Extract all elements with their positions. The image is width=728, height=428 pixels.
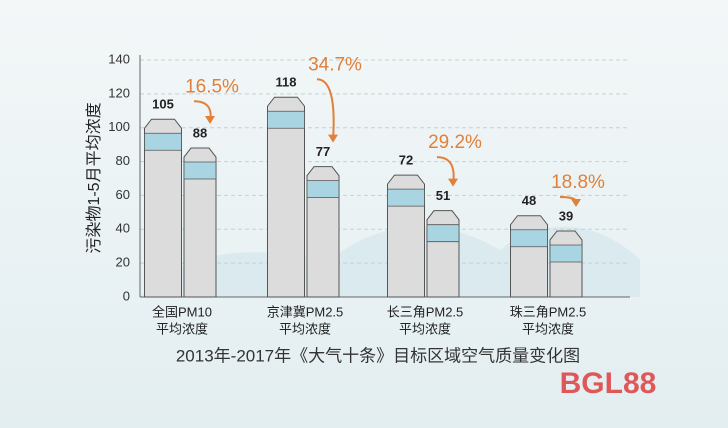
- bar-band: [387, 188, 425, 207]
- bar-band: [549, 244, 583, 263]
- bar-band: [426, 224, 460, 243]
- watermark: BGL88: [560, 367, 657, 400]
- value-label: 88: [193, 125, 207, 140]
- y-tick-label: 0: [123, 288, 130, 303]
- arrow-head: [328, 134, 338, 143]
- x-tick-label: 京津冀PM2.5: [267, 304, 344, 319]
- y-tick-label: 100: [108, 119, 130, 134]
- x-tick-label: 长三角PM2.5: [387, 304, 464, 319]
- bar: [144, 118, 182, 298]
- arrow-head: [205, 116, 215, 125]
- bar: [306, 166, 340, 298]
- value-label: 77: [316, 144, 330, 159]
- arrow-head: [448, 178, 458, 187]
- x-tick-label: 平均浓度: [279, 321, 331, 336]
- x-tick-label: 平均浓度: [399, 321, 451, 336]
- annotation: 29.2%: [428, 132, 482, 153]
- y-axis-title: 污染物1-5月平均浓度: [85, 102, 103, 253]
- bar: [549, 230, 583, 298]
- bar-band: [510, 229, 548, 248]
- value-label: 39: [559, 208, 573, 223]
- value-label: 118: [276, 75, 297, 90]
- x-tick-label: 平均浓度: [522, 321, 574, 336]
- bar: [267, 96, 305, 298]
- y-tick-label: 20: [116, 255, 130, 270]
- bar-band: [144, 132, 182, 151]
- bar-band: [183, 161, 217, 180]
- annotation: 18.8%: [551, 172, 605, 193]
- value-label: 105: [152, 97, 174, 112]
- y-tick-label: 140: [108, 51, 130, 66]
- bar: [183, 147, 217, 298]
- bar: [510, 215, 548, 298]
- annotation-arrow: [316, 78, 335, 141]
- value-label: 51: [436, 188, 450, 203]
- annotation: 34.7%: [308, 54, 362, 75]
- y-tick-label: 40: [116, 221, 130, 236]
- x-tick-label: 珠三角PM2.5: [510, 304, 587, 319]
- bar-band: [267, 110, 305, 129]
- value-label: 72: [399, 153, 413, 168]
- y-tick-label: 60: [116, 187, 130, 202]
- x-tick-label: 全国PM10: [152, 304, 212, 319]
- value-label: 48: [522, 193, 536, 208]
- y-tick-label: 120: [108, 85, 130, 100]
- arrow-head: [571, 198, 581, 207]
- bar-band: [306, 180, 340, 199]
- bar: [426, 210, 460, 298]
- chart-title: 2013年-2017年《大气十条》目标区域空气质量变化图: [176, 346, 580, 365]
- x-tick-label: 平均浓度: [156, 321, 208, 336]
- y-tick-label: 80: [116, 153, 130, 168]
- annotation: 16.5%: [185, 76, 239, 97]
